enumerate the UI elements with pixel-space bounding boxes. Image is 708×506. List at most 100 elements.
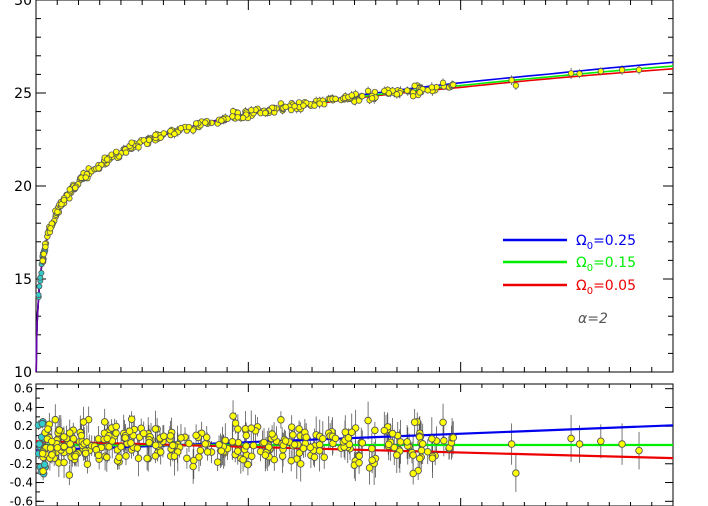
residual-data-point [247, 424, 255, 432]
residual-data-point [234, 438, 243, 447]
main-data-point [428, 84, 436, 91]
residual-data-point [410, 418, 419, 426]
residual-data-point [100, 418, 109, 426]
main-data-point [39, 257, 46, 264]
legend-value: =0.05 [593, 278, 636, 294]
main-data-point [512, 82, 520, 89]
residual-data-point [127, 415, 136, 424]
residual-data-point [166, 432, 175, 440]
residual-data-point [239, 455, 247, 464]
main-data-point [450, 81, 457, 89]
main-data-point [189, 127, 197, 134]
main-data-point [218, 117, 225, 124]
residual-data-point [103, 453, 111, 462]
main-data-point [316, 100, 323, 107]
legend-value: =0.15 [593, 255, 636, 271]
main-y-tick-label: 15 [14, 272, 32, 288]
residual-data-point [145, 438, 153, 447]
residual-data-point [60, 433, 68, 441]
residual-data-point [310, 453, 319, 461]
residual-y-tick-label: -0.6 [10, 494, 33, 506]
main-y-tick-label: 20 [14, 179, 32, 195]
residual-data-point [35, 440, 44, 448]
residual-data-point [290, 440, 299, 449]
residual-data-point [60, 442, 68, 451]
residual-data-point [368, 444, 376, 453]
main-y-tick-label: 30 [14, 0, 32, 9]
main-data-point [128, 139, 135, 146]
residual-data-point [295, 449, 304, 457]
main-data-point [409, 92, 417, 100]
main-data-point [332, 95, 339, 103]
residual-data-point [315, 447, 324, 455]
main-data-point [403, 87, 411, 94]
residual-y-tick-label: 0.4 [14, 400, 33, 414]
residual-data-point [302, 433, 310, 441]
residual-data-point [365, 464, 374, 472]
residual-data-point [183, 454, 191, 463]
residual-data-point [151, 441, 160, 449]
residual-data-point [83, 460, 92, 468]
residual-data-point [139, 429, 148, 438]
main-data-point [185, 123, 193, 131]
residual-data-point [439, 418, 447, 427]
main-data-point [160, 130, 168, 137]
residual-data-point [79, 418, 88, 426]
residual-y-tick-label: -0.2 [10, 457, 33, 471]
main-data-point [416, 89, 423, 96]
residual-data-point [358, 439, 367, 447]
residual-y-tick-label: 0.2 [14, 419, 33, 433]
residual-data-point [66, 440, 74, 448]
residual-data-point [133, 444, 142, 452]
residual-data-point [151, 425, 160, 433]
residual-data-point [249, 441, 258, 450]
residual-data-point [38, 449, 47, 458]
residual-data-point [347, 428, 356, 436]
legend-omega-symbol: Ω [576, 278, 587, 294]
legend-value: =0.25 [593, 233, 636, 249]
main-data-point [72, 184, 79, 192]
residual-data-point [331, 434, 340, 443]
main-data-point [300, 102, 307, 109]
residual-data-point [242, 442, 250, 450]
legend-label-omega-015: Ω0=0.15 [576, 255, 636, 274]
residual-data-point [39, 467, 47, 475]
main-data-point [152, 131, 159, 139]
main-y-axis: 10 15 20 25 30 [14, 0, 673, 381]
residual-y-tick-label: 0.0 [14, 438, 33, 452]
residual-data-point [134, 454, 143, 462]
residual-data-point [105, 443, 113, 451]
residual-data-point [213, 458, 222, 466]
main-data-point [192, 120, 200, 127]
residual-data-point [417, 446, 426, 455]
residual-data-point [201, 440, 209, 448]
residual-data-point [364, 416, 372, 425]
residual-data-point [287, 423, 296, 431]
residual-data-point [418, 440, 427, 448]
residual-data-point [65, 429, 74, 437]
residual-data-point [409, 469, 417, 478]
residual-data-point [575, 440, 584, 448]
residual-data-point [160, 432, 168, 440]
residual-data-point [48, 451, 56, 459]
main-data-point [359, 92, 366, 100]
residual-data-point [287, 456, 295, 465]
residual-data-point [217, 447, 226, 455]
main-data-point [348, 92, 355, 99]
residual-data-point [355, 452, 363, 460]
alpha-annotation: α=2 [578, 311, 608, 327]
residual-data-point [289, 431, 297, 439]
residual-data-point [319, 434, 327, 443]
residual-y-tick-label: 0.6 [14, 382, 33, 396]
main-data-point [618, 66, 626, 74]
residual-data-point [597, 437, 605, 445]
main-data-point [42, 243, 49, 251]
main-data-point [40, 250, 47, 258]
residual-data-point [122, 452, 130, 460]
main-data-point [145, 136, 153, 144]
residual-data-point [507, 440, 516, 448]
residual-data-point [112, 422, 121, 431]
main-data-point [381, 87, 388, 95]
residual-y-tick-label: -0.4 [10, 476, 33, 490]
